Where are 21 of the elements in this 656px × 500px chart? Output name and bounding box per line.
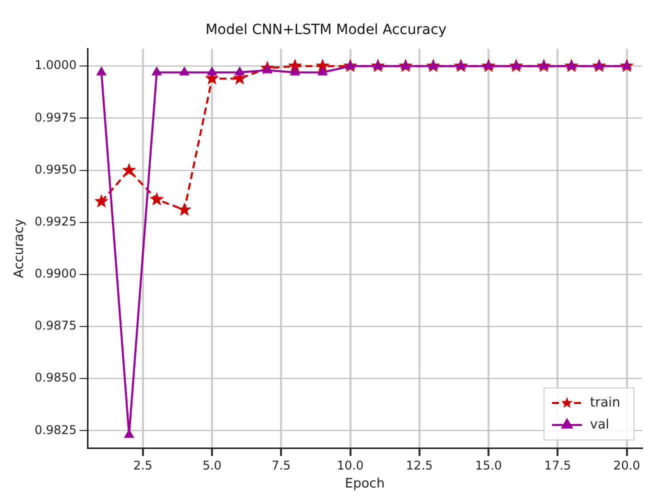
x-axis-title: Epoch <box>344 476 385 492</box>
y-tick-label: 0.9975 <box>34 110 77 124</box>
y-tick-label: 0.9900 <box>34 266 77 281</box>
x-tick-label: 20.0 <box>613 458 640 472</box>
chart-title: Model CNN+LSTM Model Accuracy <box>205 22 447 38</box>
x-tick-label: 5.0 <box>202 458 222 472</box>
legend-label: val <box>590 417 610 432</box>
y-tick-label: 1.0000 <box>34 58 77 72</box>
x-tick-label: 15.0 <box>475 458 502 472</box>
y-tick-label: 0.9825 <box>34 422 77 437</box>
y-axis-title: Accuracy <box>12 218 28 278</box>
legend-label: train <box>590 395 620 410</box>
y-tick-label: 0.9850 <box>34 370 77 385</box>
x-tick-label: 2.5 <box>133 458 152 472</box>
x-tick-label: 7.5 <box>272 458 291 472</box>
x-tick-label: 12.5 <box>406 458 433 472</box>
y-tick-label: 0.9925 <box>34 214 77 228</box>
y-tick-label: 0.9950 <box>34 162 77 176</box>
y-tick-label: 0.9875 <box>34 318 77 333</box>
x-tick-label: 10.0 <box>336 458 364 472</box>
x-tick-label: 17.5 <box>544 458 572 472</box>
